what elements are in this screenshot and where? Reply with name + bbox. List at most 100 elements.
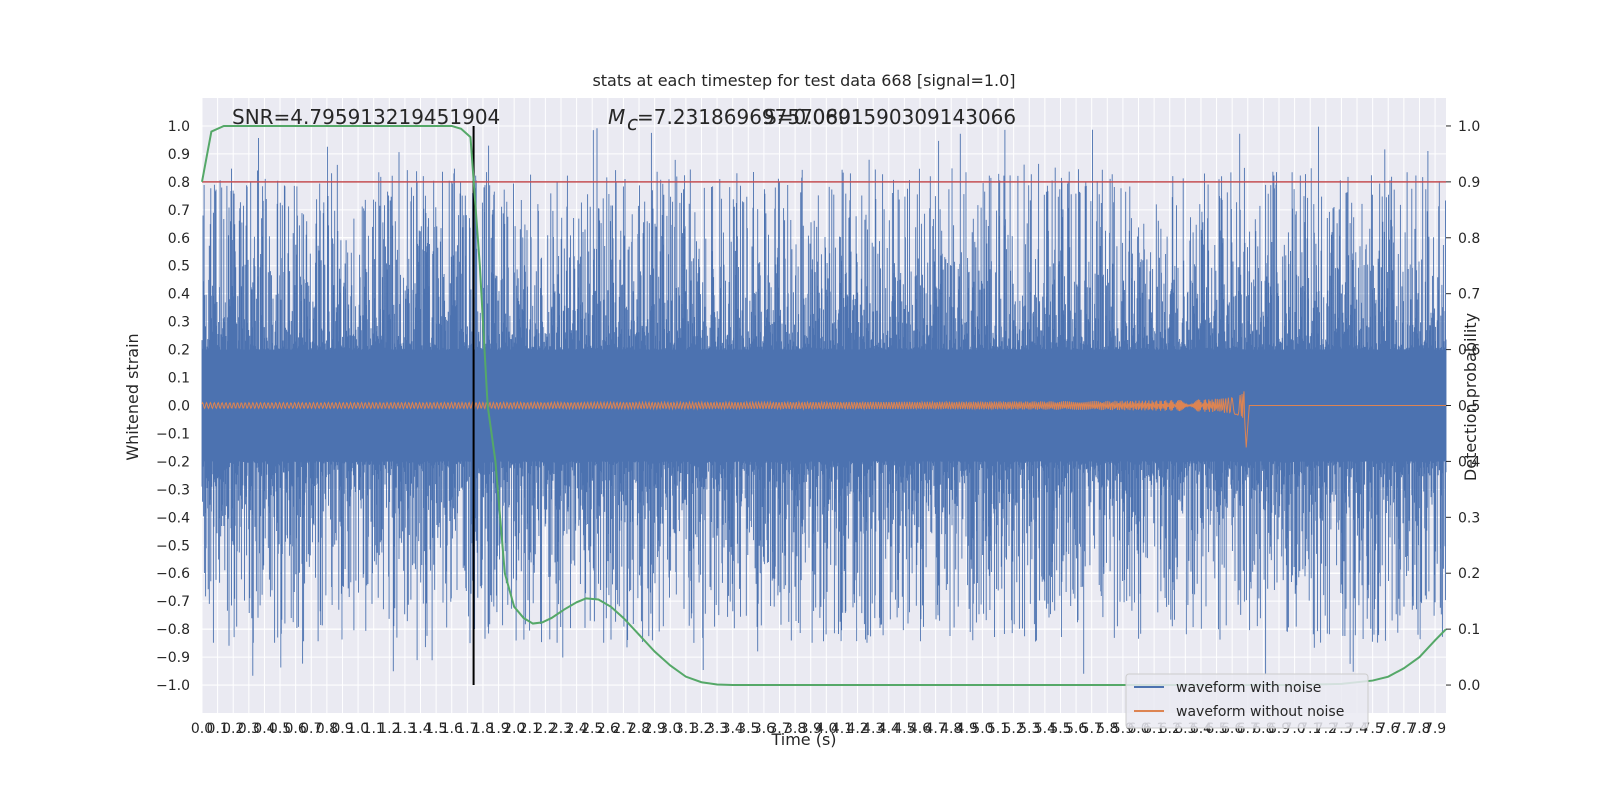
x-tick-label: 1.5: [425, 721, 447, 737]
x-tick-label: 7.6: [1377, 721, 1399, 737]
x-tick-label: 4.4: [878, 721, 900, 737]
x-tick-label: 3.5: [737, 721, 759, 737]
x-tick-label: 0.3: [238, 721, 260, 737]
x-tick-label: 1.0: [347, 721, 369, 737]
x-tick-label: 4.8: [940, 721, 962, 737]
y-tick-label: −1.0: [156, 678, 190, 694]
x-tick-label: 7.9: [1424, 721, 1446, 737]
y-right-tick-label: 1.0: [1458, 119, 1480, 135]
x-tick-label: 5.0: [971, 721, 993, 737]
x-tick-label: 4.0: [815, 721, 837, 737]
x-tick-label: 1.7: [456, 721, 478, 737]
x-tick-label: 1.6: [441, 721, 463, 737]
x-tick-label: 0.4: [253, 721, 275, 737]
overlap-annotation: S=0.0691590309143066: [764, 105, 1016, 129]
y-tick-label: 0.6: [168, 231, 190, 247]
x-tick-label: 3.8: [784, 721, 806, 737]
y-right-tick-label: 0.6: [1458, 343, 1480, 359]
x-tick-label: 3.3: [706, 721, 728, 737]
x-tick-label: 1.9: [487, 721, 509, 737]
x-tick-label: 0.2: [222, 721, 244, 737]
x-tick-label: 0.1: [206, 721, 228, 737]
x-tick-label: 2.5: [581, 721, 603, 737]
x-tick-label: 7.7: [1393, 721, 1415, 737]
y-tick-label: −0.6: [156, 566, 190, 582]
snr-annotation: SNR=4.795913219451904: [232, 105, 500, 129]
x-tick-label: 2.0: [503, 721, 525, 737]
y-axis-right-label: Detection probability: [1461, 313, 1480, 481]
x-tick-label: 2.9: [644, 721, 666, 737]
y-right-tick-label: 0.2: [1458, 566, 1480, 582]
y-tick-label: −0.7: [156, 594, 190, 610]
chirp-mass-symbol: M: [608, 105, 625, 129]
x-tick-label: 4.2: [846, 721, 868, 737]
x-tick-label: 1.8: [472, 721, 494, 737]
x-tick-label: 5.7: [1081, 721, 1103, 737]
y-tick-label: 0.3: [168, 315, 190, 331]
legend: waveform with noise waveform without noi…: [1125, 673, 1369, 729]
y-tick-label: −0.4: [156, 510, 190, 526]
y-tick-label: −0.1: [156, 426, 190, 442]
noise-spikes: [201, 126, 1447, 676]
x-tick-label: 0.8: [316, 721, 338, 737]
x-tick-label: 5.6: [1065, 721, 1087, 737]
x-tick-label: 1.1: [363, 721, 385, 737]
y-axis-right-ticks: 0.0 0.1 0.2 0.3 0.4 0.5 0.6 0.7 0.8 0.9 1.0: [1446, 119, 1480, 694]
y-tick-label: 0.1: [168, 371, 190, 387]
y-tick-label: 1.0: [168, 119, 190, 135]
x-tick-label: 0.6: [285, 721, 307, 737]
x-tick-label: 2.6: [597, 721, 619, 737]
y-right-tick-label: 0.7: [1458, 287, 1480, 303]
y-tick-label: 0.8: [168, 175, 190, 191]
y-tick-label: −0.9: [156, 650, 190, 666]
x-tick-label: 4.5: [893, 721, 915, 737]
y-right-tick-label: 0.5: [1458, 399, 1480, 415]
y-axis-ticks: −1.0 −0.9 −0.8 −0.7 −0.6 −0.5 −0.4 −0.3 −0.2 −0.1…: [156, 119, 190, 694]
y-right-tick-label: 0.8: [1458, 231, 1480, 247]
x-tick-label: 3.0: [659, 721, 681, 737]
x-tick-label: 2.1: [519, 721, 541, 737]
x-tick-label: 5.8: [1096, 721, 1118, 737]
y-tick-label: 0.0: [168, 399, 190, 415]
y-right-tick-label: 0.4: [1458, 454, 1480, 470]
y-right-tick-label: 0.1: [1458, 622, 1480, 638]
x-tick-label: 5.1: [987, 721, 1009, 737]
y-tick-label: −0.2: [156, 454, 190, 470]
y-tick-label: −0.5: [156, 538, 190, 554]
x-tick-label: 3.2: [690, 721, 712, 737]
x-tick-label: 3.6: [753, 721, 775, 737]
chart-title: stats at each timestep for test data 668…: [592, 71, 1015, 90]
x-tick-label: 2.2: [534, 721, 556, 737]
x-tick-label: 4.1: [831, 721, 853, 737]
x-tick-label: 4.9: [956, 721, 978, 737]
y-right-tick-label: 0.0: [1458, 678, 1480, 694]
chirp-mass-subscript: c: [627, 111, 638, 135]
chirp-mass-annotation: M c =7.231869697570801: [608, 105, 864, 135]
y-tick-label: 0.5: [168, 259, 190, 275]
y-tick-label: 0.2: [168, 343, 190, 359]
x-tick-label: 0.5: [269, 721, 291, 737]
x-tick-label: 5.5: [1049, 721, 1071, 737]
y-tick-label: 0.7: [168, 203, 190, 219]
x-tick-label: 5.2: [1003, 721, 1025, 737]
x-axis-label: Time (s): [770, 730, 836, 749]
x-tick-label: 7.8: [1408, 721, 1430, 737]
x-tick-label: 0.9: [331, 721, 353, 737]
legend-label-clean: waveform without noise: [1176, 704, 1344, 720]
x-tick-label: 0.0: [191, 721, 213, 737]
x-tick-label: 3.4: [722, 721, 744, 737]
x-tick-label: 2.3: [550, 721, 572, 737]
x-tick-label: 1.2: [378, 721, 400, 737]
chirp-mass-value: =7.231869697570801: [637, 105, 864, 129]
x-tick-label: 1.4: [409, 721, 431, 737]
x-tick-label: 5.4: [1034, 721, 1056, 737]
y-tick-label: 0.9: [168, 147, 190, 163]
y-right-tick-label: 0.3: [1458, 510, 1480, 526]
y-tick-label: −0.8: [156, 622, 190, 638]
series-waveform-without-noise: [201, 391, 1446, 448]
x-tick-label: 2.4: [565, 721, 587, 737]
legend-box: [1125, 673, 1369, 729]
y-tick-label: 0.4: [168, 287, 190, 303]
x-tick-label: 4.3: [862, 721, 884, 737]
